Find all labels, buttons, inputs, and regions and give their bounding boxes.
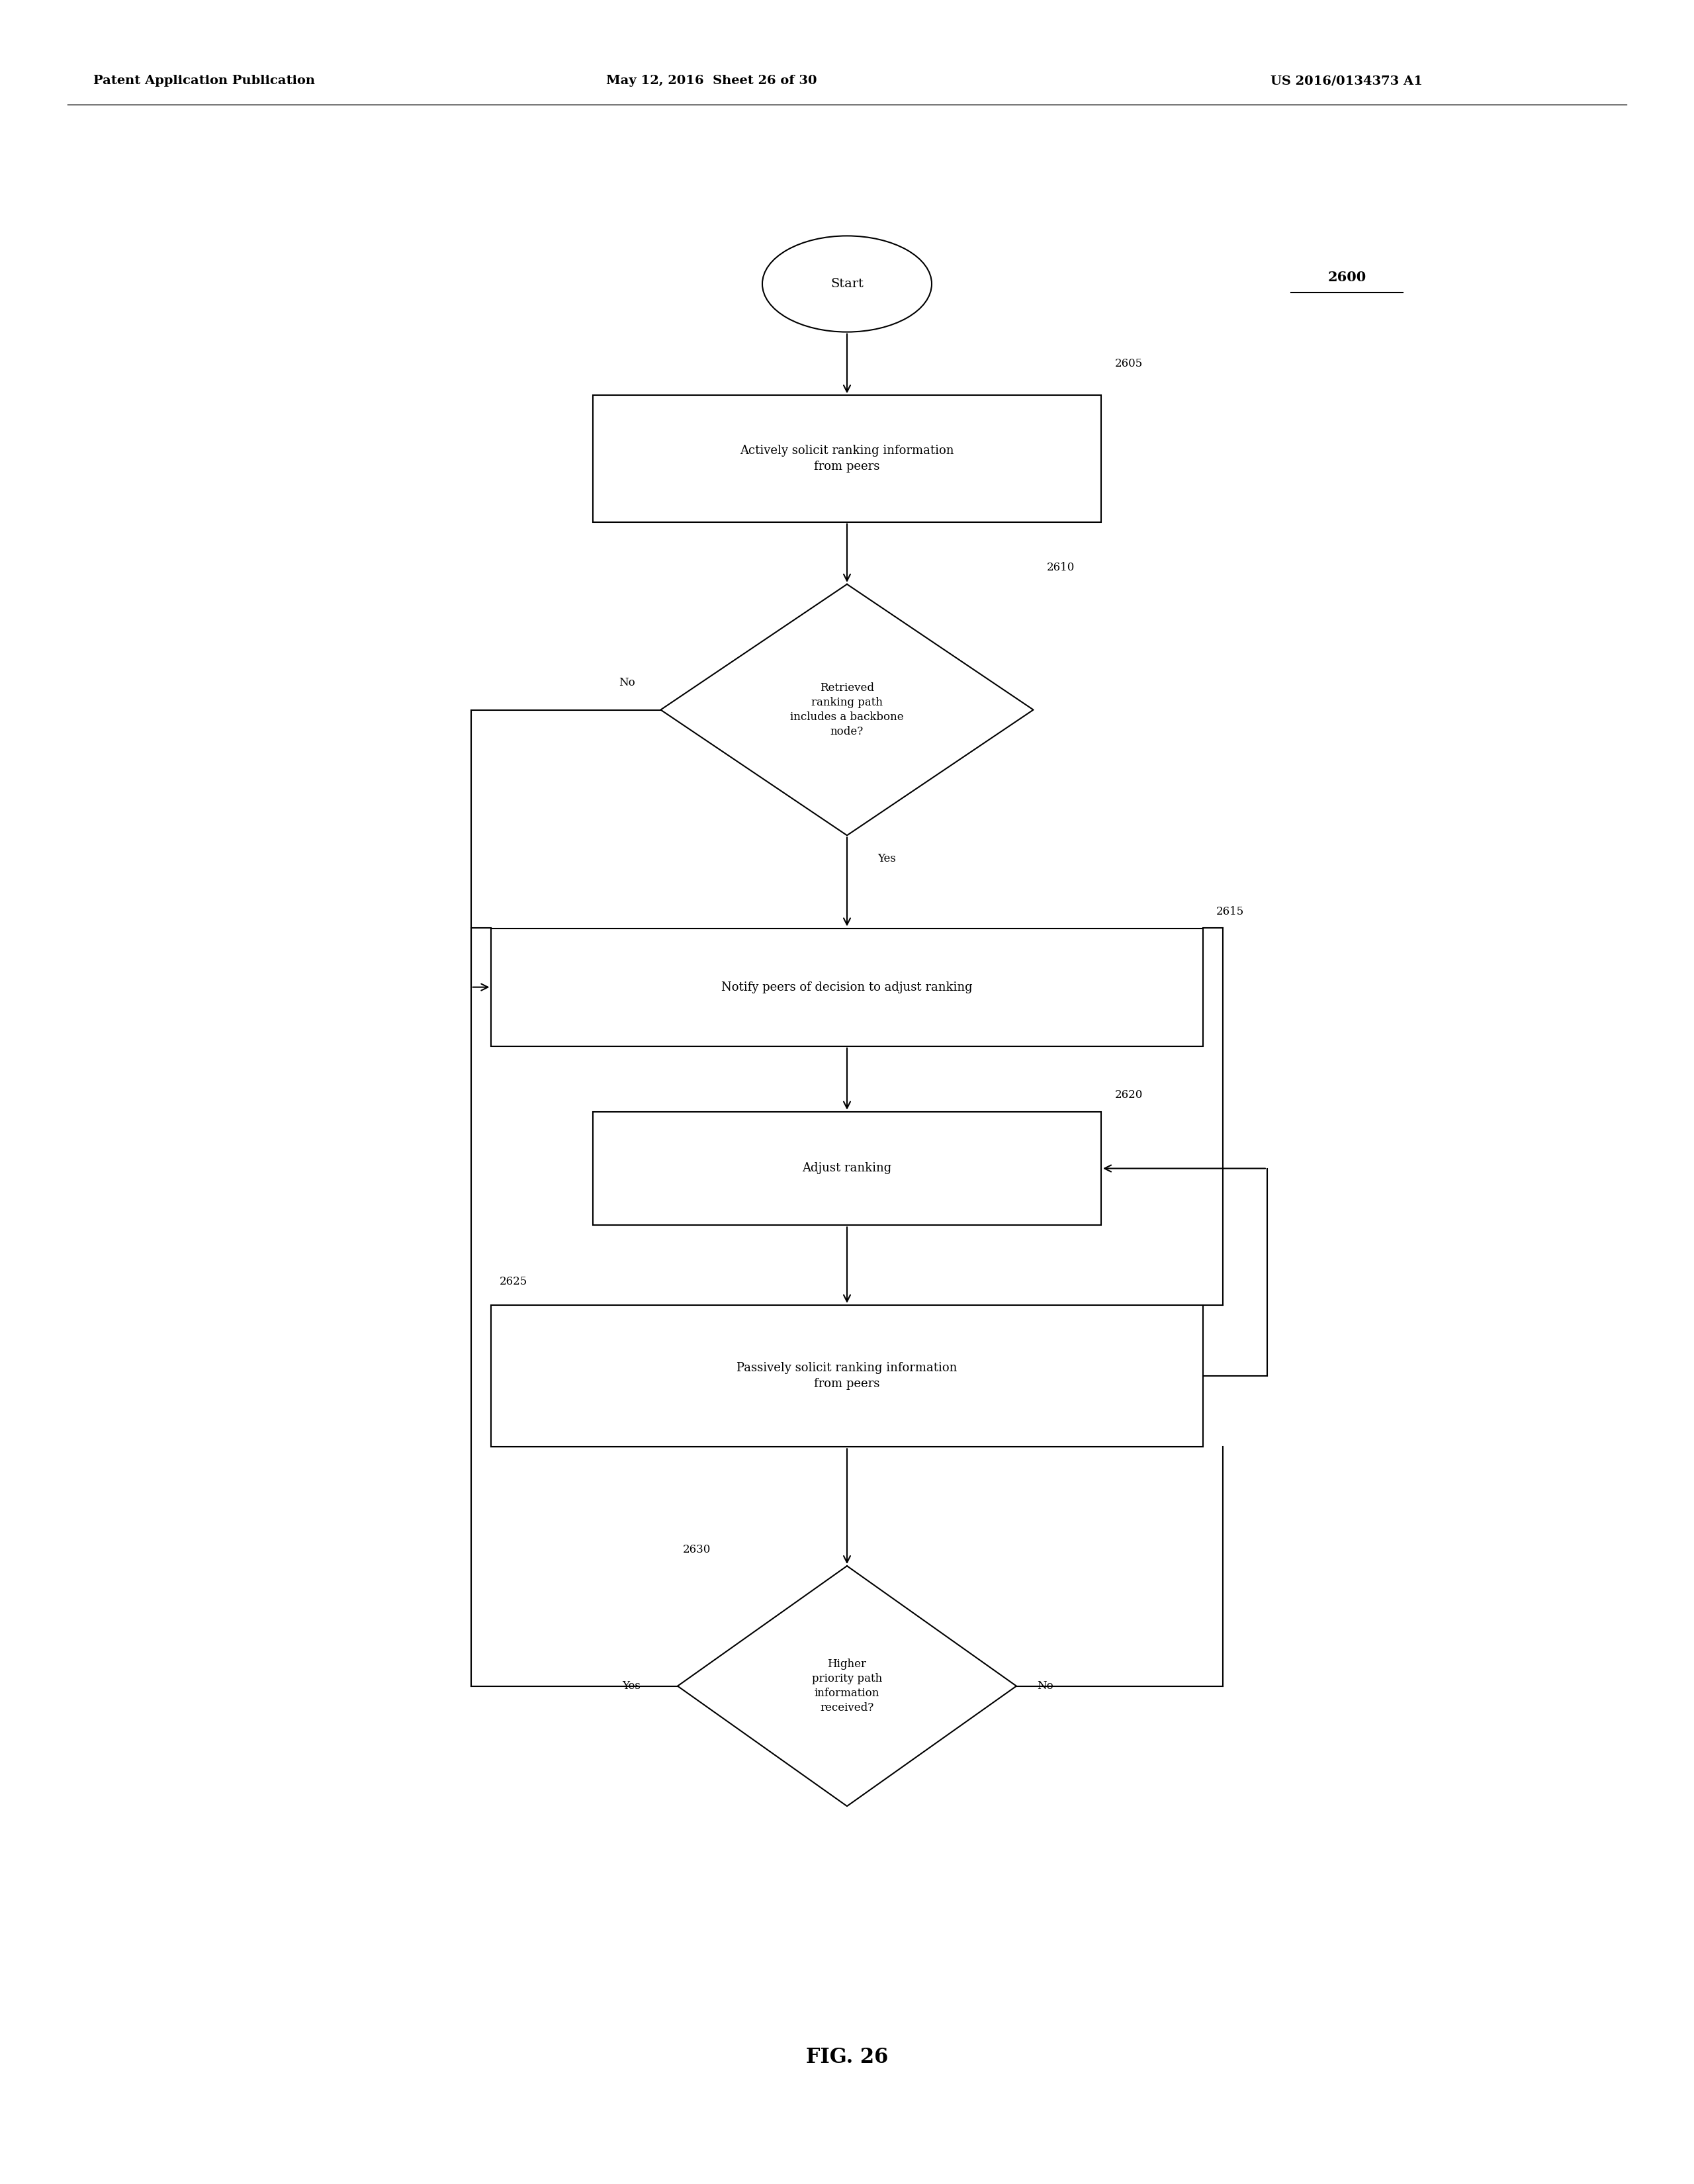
Text: 2630: 2630 (683, 1544, 711, 1555)
Text: US 2016/0134373 A1: US 2016/0134373 A1 (1270, 74, 1423, 87)
Text: Yes: Yes (622, 1679, 640, 1693)
Text: No: No (618, 677, 635, 688)
Text: 2615: 2615 (1216, 906, 1245, 917)
Text: 2605: 2605 (1115, 358, 1143, 369)
Text: Patent Application Publication: Patent Application Publication (93, 74, 315, 87)
Text: May 12, 2016  Sheet 26 of 30: May 12, 2016 Sheet 26 of 30 (606, 74, 817, 87)
Bar (491, 1304, 1203, 1446)
Text: 2600: 2600 (1328, 271, 1365, 284)
Text: FIG. 26: FIG. 26 (806, 2046, 888, 2068)
Polygon shape (678, 1566, 1016, 1806)
Text: 2620: 2620 (1115, 1090, 1143, 1101)
Text: Notify peers of decision to adjust ranking: Notify peers of decision to adjust ranki… (722, 981, 972, 994)
Text: Start: Start (830, 277, 864, 290)
Text: No: No (1037, 1679, 1054, 1693)
Polygon shape (661, 583, 1033, 834)
Text: Actively solicit ranking information
from peers: Actively solicit ranking information fro… (740, 446, 954, 472)
Text: Retrieved
ranking path
includes a backbone
node?: Retrieved ranking path includes a backbo… (789, 681, 905, 738)
Text: 2610: 2610 (1047, 561, 1076, 572)
Text: Adjust ranking: Adjust ranking (803, 1162, 891, 1175)
Ellipse shape (762, 236, 932, 332)
Text: Passively solicit ranking information
from peers: Passively solicit ranking information fr… (737, 1363, 957, 1389)
Text: Higher
priority path
information
received?: Higher priority path information receive… (811, 1658, 883, 1714)
Text: Yes: Yes (877, 852, 896, 865)
Bar (593, 1112, 1101, 1225)
Text: 2625: 2625 (500, 1275, 529, 1289)
Bar (491, 928, 1203, 1046)
Bar (593, 395, 1101, 522)
